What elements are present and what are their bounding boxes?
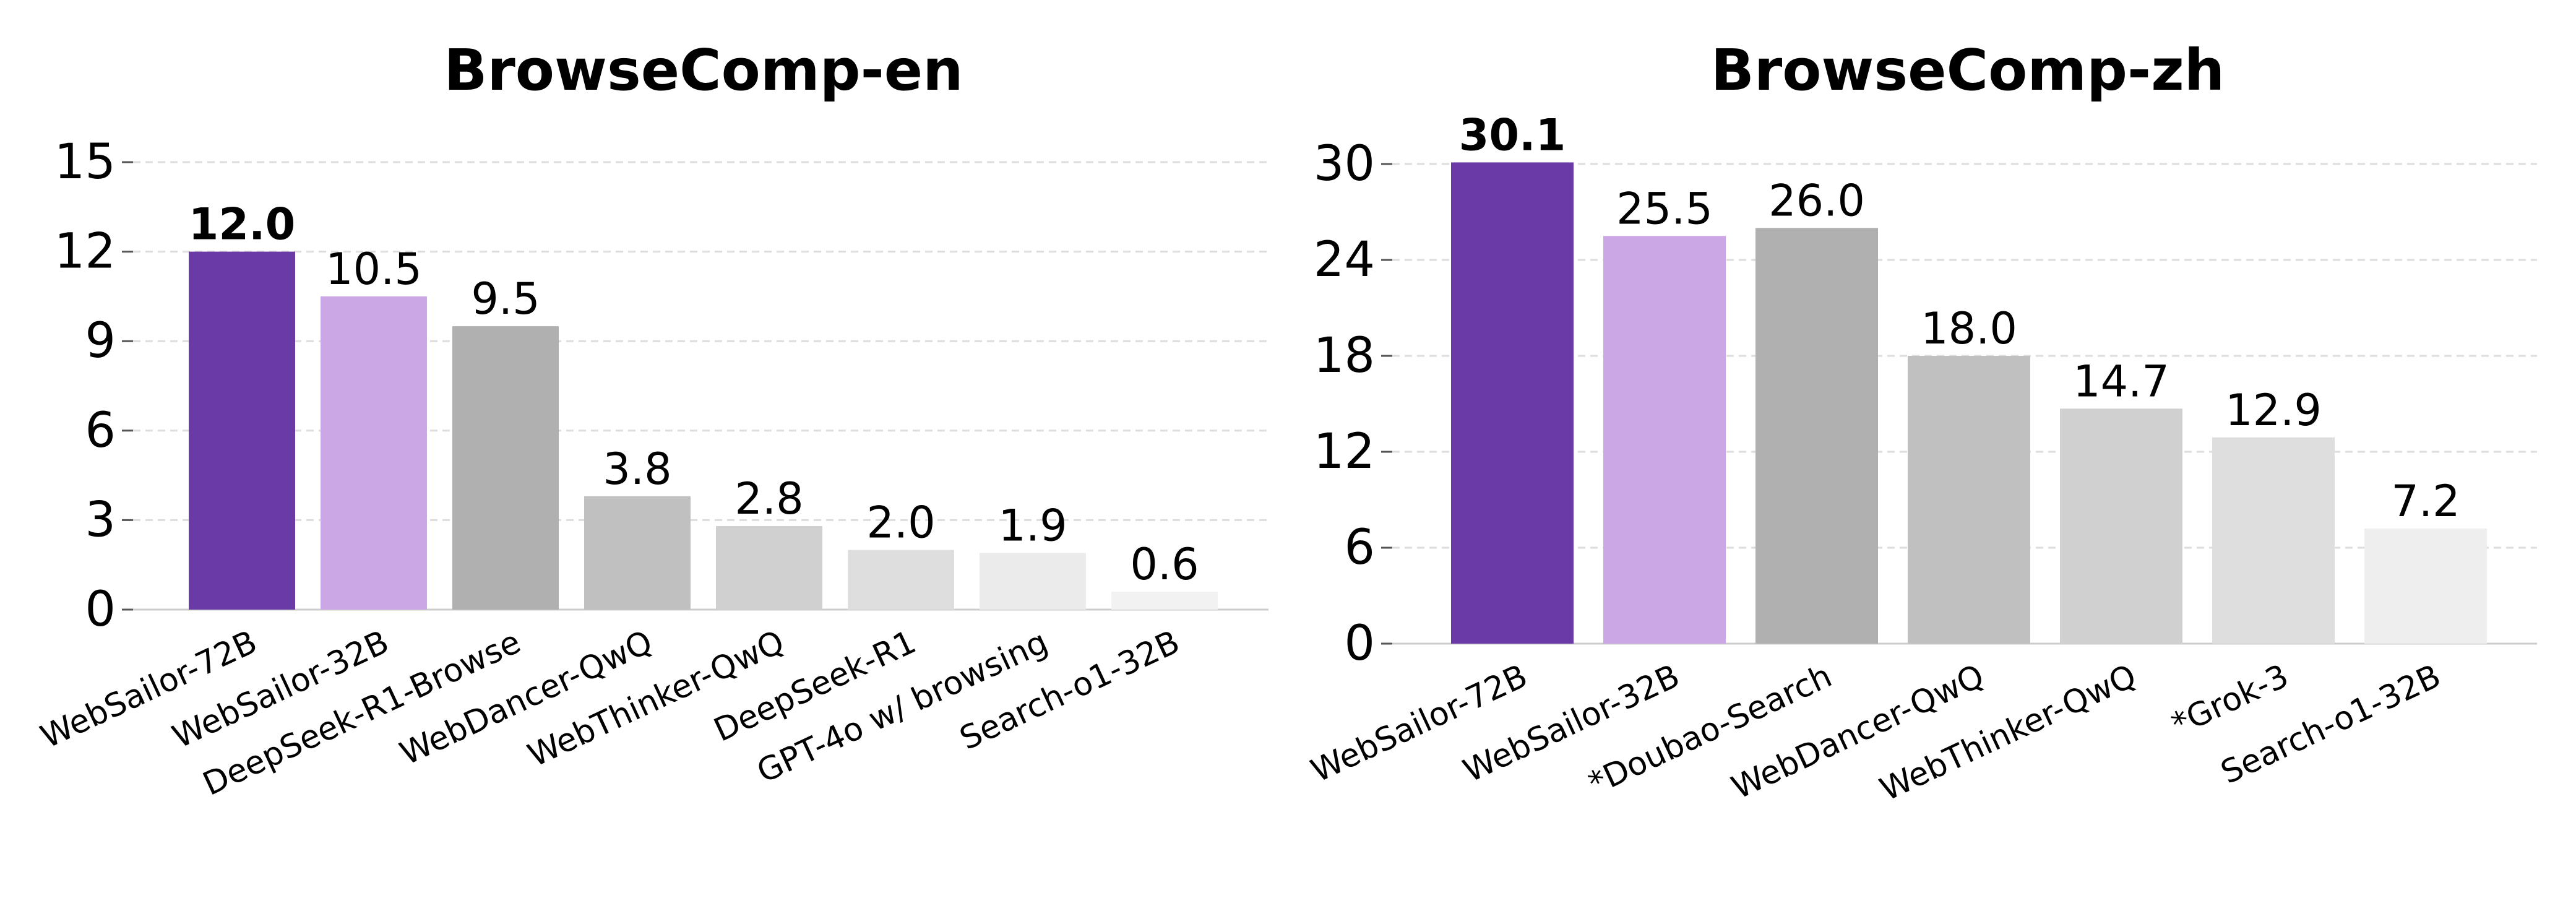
y-tick-label: 6 (85, 403, 116, 459)
y-tick-label: 30 (1314, 136, 1375, 192)
y-tick-label: 15 (54, 134, 116, 190)
x-tick-label: WebSailor-72B (35, 623, 263, 756)
y-tick-label: 24 (1314, 232, 1375, 288)
data-label: 1.9 (998, 500, 1067, 551)
bar-grok-3 (2212, 437, 2335, 644)
chart-title: BrowseComp-en (444, 37, 963, 103)
bar-deepseek-r1-browse (452, 326, 559, 610)
y-tick-label: 12 (54, 224, 116, 280)
panel-browsecomp-zh: BrowseComp-zh 061218243030.1WebSailor-72… (1306, 37, 2537, 808)
data-label: 10.5 (325, 244, 422, 295)
bar-webdancer-qwq (1908, 356, 2030, 644)
data-label: 30.1 (1459, 110, 1566, 160)
data-label: 18.0 (1921, 303, 2017, 354)
data-label: 2.8 (734, 473, 803, 524)
bar-gpt-4o-w-browsing (980, 553, 1086, 610)
data-label: 12.9 (2225, 385, 2322, 436)
bar-websailor-32b (321, 296, 427, 610)
y-tick-label: 9 (85, 313, 116, 369)
y-tick-label: 18 (1314, 328, 1375, 384)
y-tick-label: 0 (85, 582, 116, 637)
y-tick-label: 3 (85, 492, 116, 548)
data-label: 7.2 (2391, 476, 2460, 527)
bar-websailor-72b (189, 251, 295, 610)
chart-title: BrowseComp-zh (1711, 37, 2225, 103)
x-tick-label: WebThinker-QwQ (1874, 657, 2142, 808)
y-tick-label: 6 (1344, 520, 1375, 576)
data-label: 3.8 (603, 444, 671, 494)
x-tick-label: *Doubao-Search (1583, 657, 1837, 802)
bar-deepseek-r1 (848, 550, 954, 610)
data-label: 9.5 (471, 274, 540, 324)
y-tick-label: 12 (1314, 424, 1375, 480)
data-label: 26.0 (1768, 175, 1865, 226)
data-label: 12.0 (189, 199, 296, 250)
bar-webdancer-qwq (584, 496, 691, 610)
bar-search-o1-32b (2364, 529, 2487, 644)
bar-search-o1-32b (1111, 592, 1218, 610)
x-tick-label: Search-o1-32B (954, 623, 1185, 758)
data-label: 25.5 (1616, 183, 1713, 234)
data-label: 14.7 (2073, 356, 2169, 407)
data-label: 2.0 (866, 498, 935, 548)
y-tick-label: 0 (1344, 616, 1375, 671)
bar-webthinker-qwq (716, 526, 822, 610)
panel-browsecomp-en: BrowseComp-en 0 3 6 9 12 15 12.0 WebSailor-72B 1… (35, 37, 1269, 803)
data-label: 0.6 (1130, 539, 1199, 590)
bar-websailor-32b (1603, 236, 1726, 644)
x-tick-label: WebDancer-QwQ (1726, 657, 1990, 806)
bar-webthinker-qwq (2060, 408, 2182, 644)
bar-websailor-72b (1451, 162, 1574, 644)
bar-doubao-search (1755, 228, 1878, 644)
